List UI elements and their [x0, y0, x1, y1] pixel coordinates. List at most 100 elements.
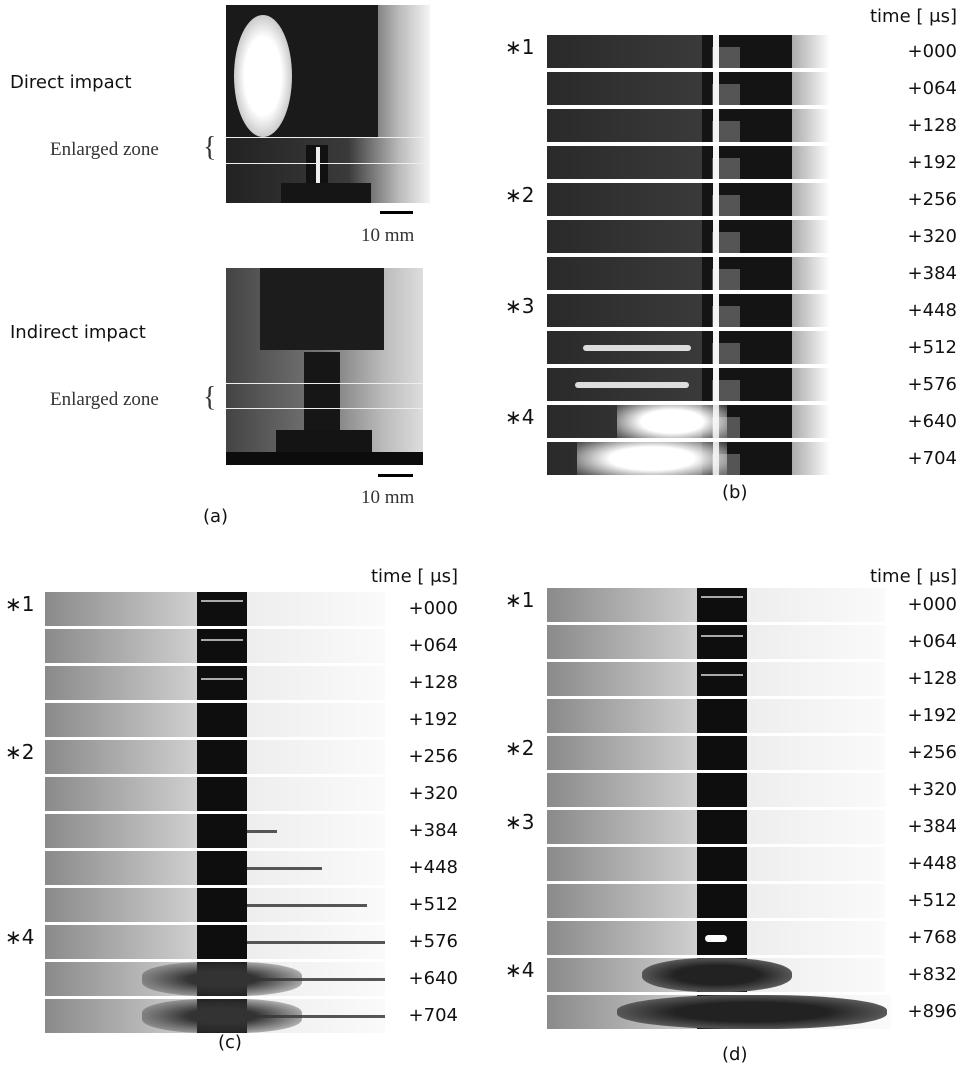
frame [45, 851, 385, 885]
frame [547, 35, 830, 68]
jet [575, 382, 689, 388]
frame [547, 847, 885, 881]
frame [547, 995, 891, 1029]
time-label: +256 [409, 748, 458, 766]
frame [45, 629, 385, 663]
streak [247, 830, 277, 833]
frame [547, 958, 885, 992]
flash [713, 35, 719, 68]
time-label: +448 [409, 859, 458, 877]
time-header: time [ μs] [870, 8, 957, 26]
panel-label: (a) [203, 508, 228, 526]
frame-marker: ∗2 [505, 185, 534, 205]
specimen [697, 847, 747, 881]
flash [713, 331, 719, 364]
frame [547, 257, 830, 290]
time-label: +000 [409, 600, 458, 618]
specimen [697, 884, 747, 918]
direct-photo [226, 5, 430, 203]
zone-label: Enlarged zone [50, 140, 159, 159]
brace: { [203, 134, 216, 162]
frame [45, 814, 385, 848]
frame [547, 72, 830, 105]
time-label: +064 [908, 633, 957, 651]
scale-label: 10 mm [361, 226, 414, 245]
time-label: +192 [908, 707, 957, 725]
crack [201, 600, 243, 602]
frame [547, 146, 830, 179]
frame [547, 736, 885, 770]
specimen [697, 699, 747, 733]
time-label: +320 [908, 228, 957, 246]
frame [547, 699, 885, 733]
specimen [197, 888, 247, 922]
jet [583, 345, 691, 351]
frame [45, 592, 385, 626]
panel-label: (d) [722, 1046, 747, 1064]
fireball [617, 405, 727, 438]
time-label: +704 [908, 450, 957, 468]
panel-label: (c) [218, 1034, 242, 1052]
flash [713, 146, 719, 179]
spark [705, 935, 727, 942]
specimen [197, 592, 247, 626]
frame-marker: ∗3 [505, 296, 534, 316]
frame [45, 925, 385, 959]
specimen [197, 777, 247, 811]
flash [713, 220, 719, 253]
frame [45, 666, 385, 700]
indirect-photo [226, 268, 423, 465]
cloud [617, 995, 887, 1029]
time-label: +512 [908, 339, 957, 357]
crack [201, 639, 243, 641]
frame [547, 921, 885, 955]
frame-marker: ∗2 [505, 738, 534, 758]
crack [201, 678, 243, 680]
frame [45, 888, 385, 922]
specimen [197, 703, 247, 737]
fireball [577, 442, 727, 475]
time-label: +256 [908, 191, 957, 209]
frame [547, 331, 830, 364]
brace: { [203, 384, 216, 412]
time-label: +384 [908, 265, 957, 283]
time-label: +512 [409, 896, 458, 914]
frame [45, 962, 385, 996]
scale-bar [380, 211, 413, 214]
frame-marker: ∗3 [505, 812, 534, 832]
streak [247, 867, 322, 870]
frame-marker: ∗1 [5, 594, 34, 614]
flash [713, 257, 719, 290]
frame-marker: ∗4 [505, 960, 534, 980]
cloud [642, 958, 792, 992]
flash [713, 109, 719, 142]
time-label: +640 [908, 413, 957, 431]
time-label: +384 [908, 818, 957, 836]
time-label: +000 [908, 596, 957, 614]
frame [547, 773, 885, 807]
specimen [697, 773, 747, 807]
time-label: +064 [908, 80, 957, 98]
frame-marker: ∗1 [505, 590, 534, 610]
time-label: +128 [908, 670, 957, 688]
frame [45, 999, 385, 1033]
figure: Direct impact Enlarged zone { 10 mm Indi… [0, 0, 963, 1077]
time-label: +576 [409, 933, 458, 951]
time-label: +320 [409, 785, 458, 803]
time-label: +384 [409, 822, 458, 840]
frame [547, 183, 830, 216]
indirect-title: Indirect impact [10, 324, 146, 342]
streak [247, 941, 385, 944]
frame [547, 405, 830, 438]
frame-marker: ∗4 [505, 407, 534, 427]
time-label: +832 [908, 966, 957, 984]
frame [547, 625, 885, 659]
specimen [697, 736, 747, 770]
crack [701, 596, 743, 598]
time-label: +000 [908, 43, 957, 61]
frame [547, 662, 885, 696]
flash [713, 72, 719, 105]
scale-label: 10 mm [361, 488, 414, 507]
time-label: +896 [908, 1003, 957, 1021]
frame [547, 294, 830, 327]
